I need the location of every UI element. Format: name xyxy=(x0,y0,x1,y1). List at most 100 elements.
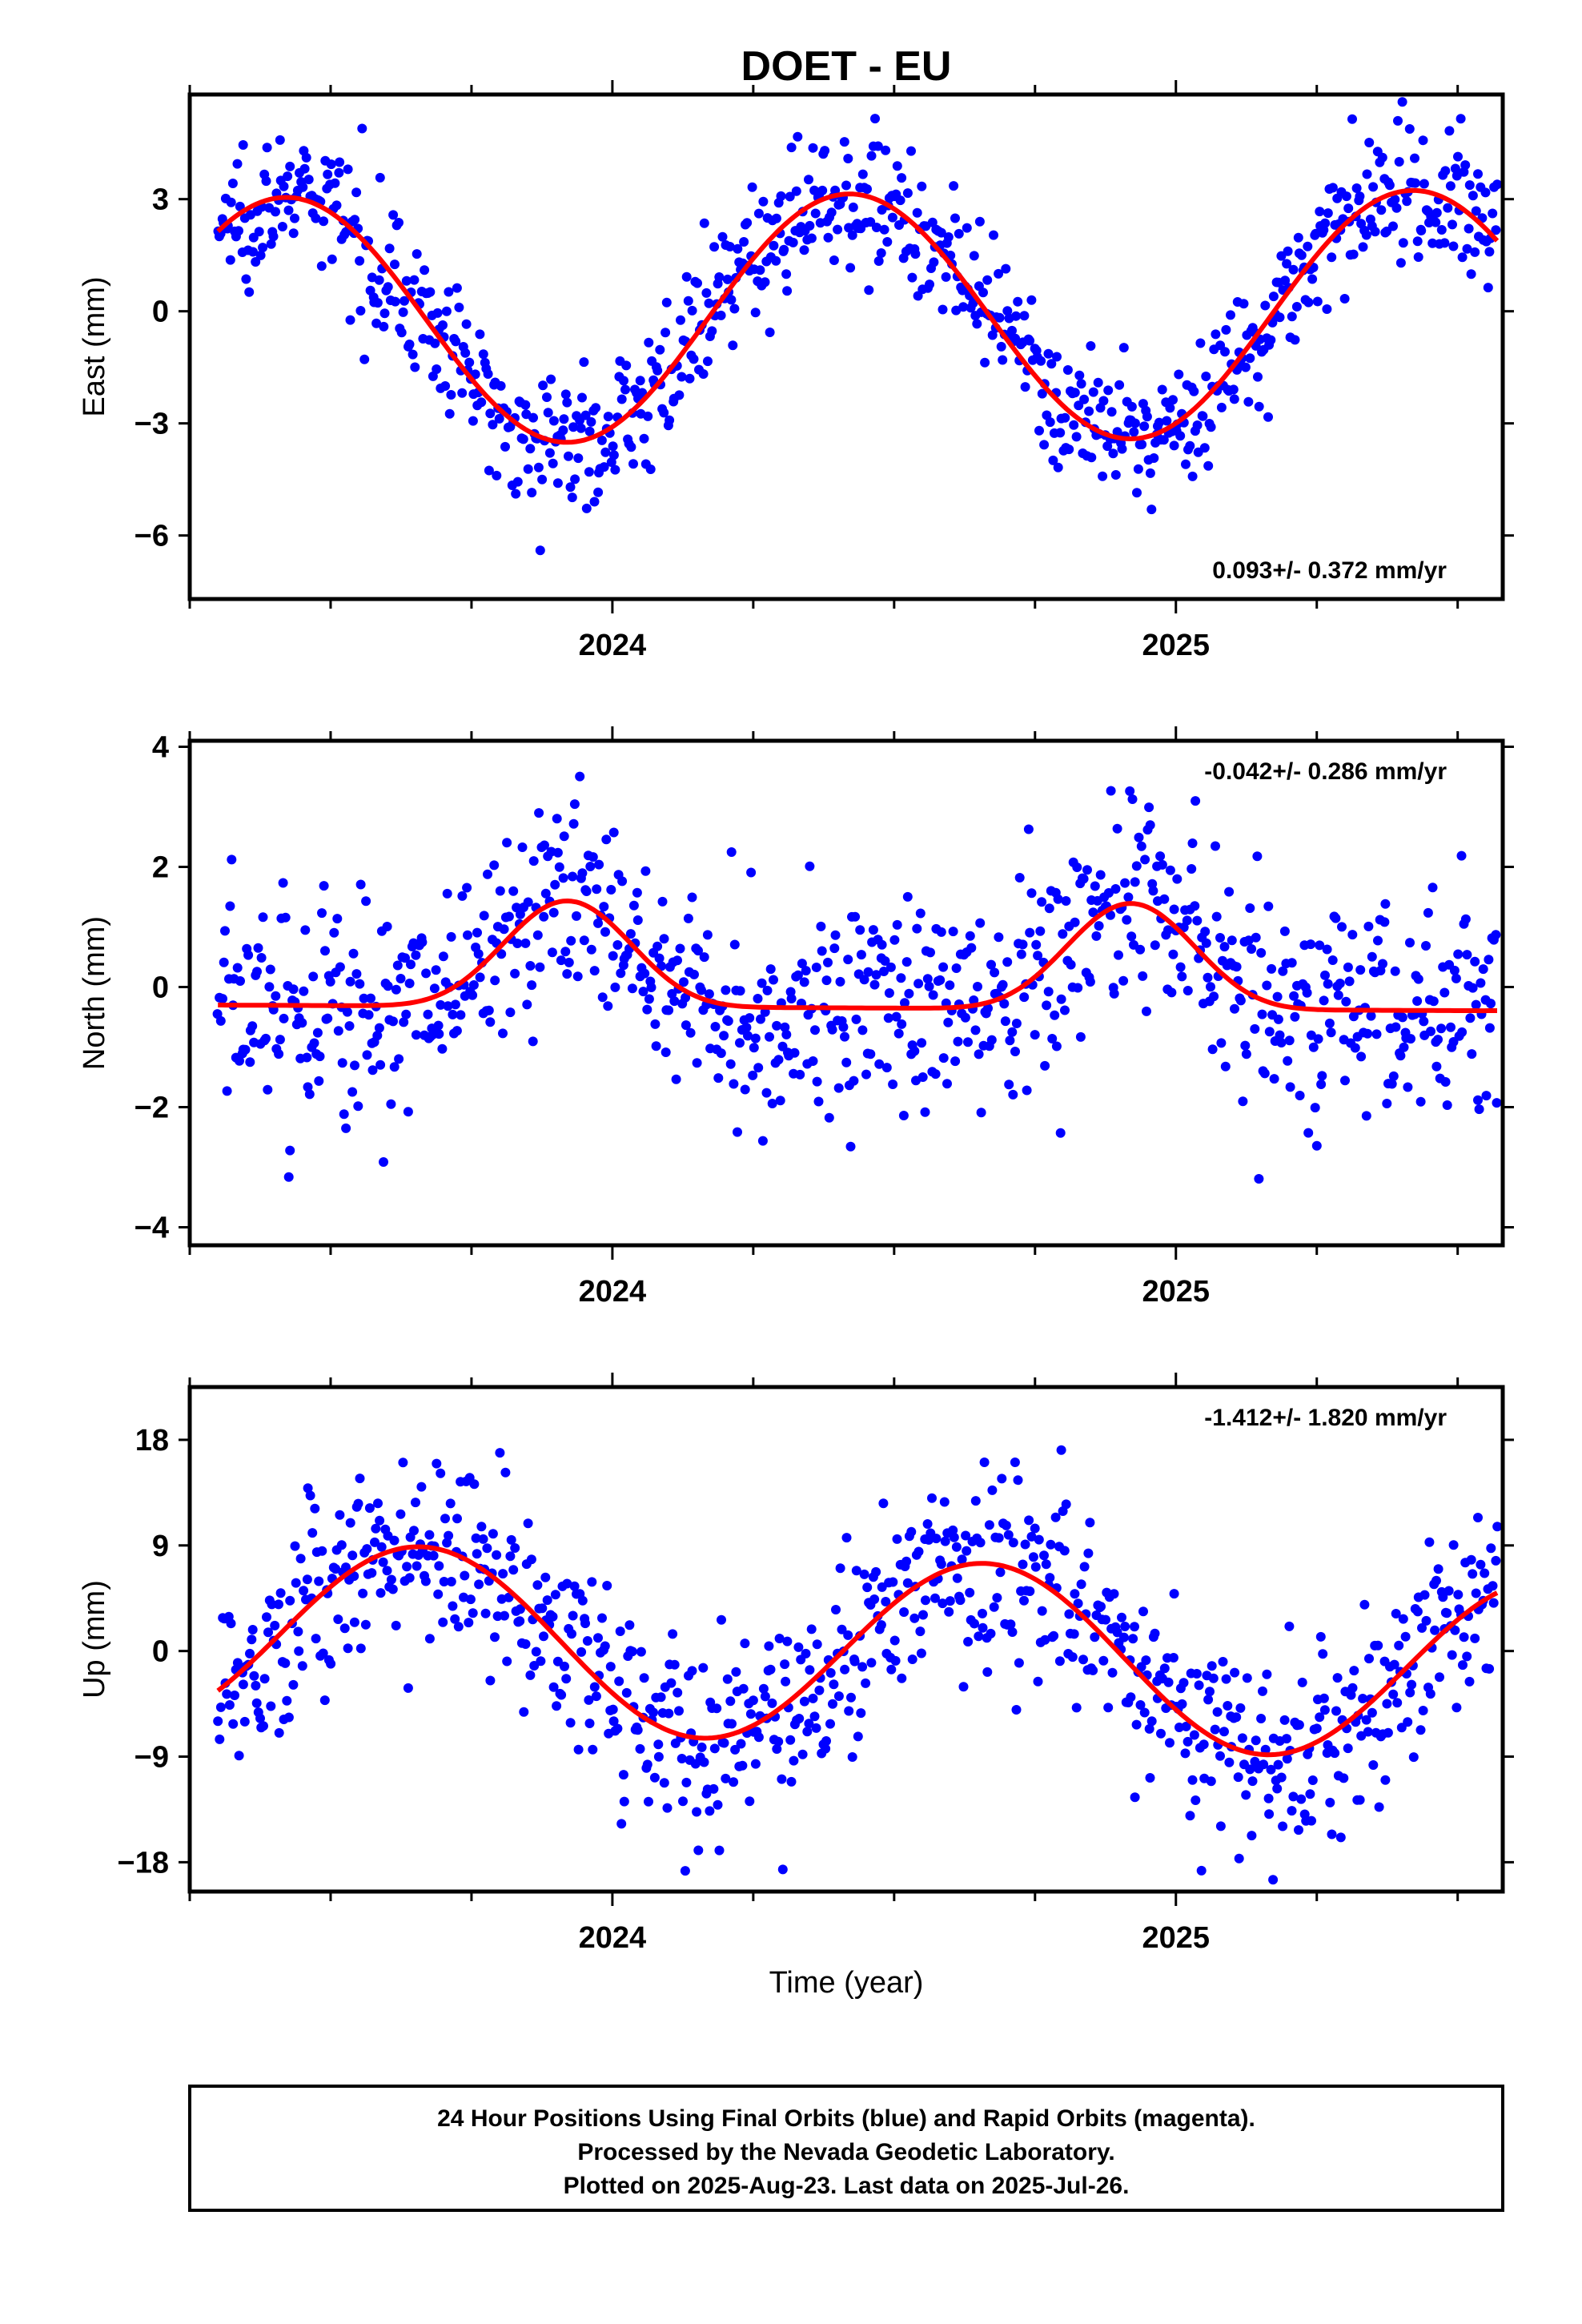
data-point xyxy=(866,151,877,161)
data-point xyxy=(423,1009,433,1019)
data-point xyxy=(362,1050,372,1060)
data-point xyxy=(245,1057,255,1068)
data-point xyxy=(350,1060,359,1071)
data-point xyxy=(425,287,436,297)
data-point xyxy=(478,1534,488,1544)
data-point xyxy=(1391,1022,1401,1032)
data-point xyxy=(786,1776,797,1787)
data-point xyxy=(693,946,703,956)
data-point xyxy=(329,927,339,938)
data-point xyxy=(681,271,692,282)
data-point xyxy=(440,381,451,391)
data-point xyxy=(793,970,803,980)
data-point xyxy=(892,161,902,171)
data-point xyxy=(717,1614,726,1625)
data-point xyxy=(882,237,893,247)
data-point xyxy=(1259,1068,1270,1079)
data-point xyxy=(689,354,699,364)
data-point xyxy=(478,349,488,360)
data-point xyxy=(265,964,275,975)
data-point xyxy=(1199,1739,1209,1750)
data-point xyxy=(760,1691,770,1702)
data-point xyxy=(1388,221,1398,231)
data-point xyxy=(416,1482,427,1492)
data-point xyxy=(406,959,416,970)
data-point xyxy=(1211,911,1222,922)
data-point xyxy=(1133,464,1143,474)
y-tick-label: −18 xyxy=(118,1846,169,1880)
data-point xyxy=(1069,420,1079,430)
data-point xyxy=(1491,1555,1501,1566)
data-point xyxy=(387,1584,398,1594)
data-point xyxy=(1241,1049,1251,1059)
data-point xyxy=(411,1030,421,1040)
data-point xyxy=(1448,1540,1459,1550)
data-point xyxy=(1303,297,1314,308)
data-point xyxy=(251,257,261,267)
data-point xyxy=(299,986,309,996)
data-point xyxy=(808,1056,818,1066)
data-point xyxy=(740,1638,750,1649)
data-point xyxy=(1363,921,1374,931)
data-point xyxy=(1118,343,1129,353)
data-point xyxy=(291,1578,301,1588)
data-point xyxy=(400,296,409,306)
data-point xyxy=(492,470,502,480)
data-point xyxy=(909,1613,920,1623)
data-point xyxy=(1349,1666,1359,1676)
data-point xyxy=(693,278,702,288)
data-point xyxy=(1230,1667,1240,1678)
data-point xyxy=(1315,1631,1326,1642)
data-point xyxy=(600,447,611,457)
data-point xyxy=(910,249,921,259)
data-point xyxy=(656,1692,666,1703)
data-point xyxy=(873,256,884,266)
data-point xyxy=(600,927,610,937)
data-point xyxy=(408,349,418,360)
data-point xyxy=(528,856,539,866)
data-point xyxy=(550,1590,560,1600)
data-point xyxy=(785,191,795,202)
data-point xyxy=(936,227,946,238)
data-point xyxy=(608,1704,618,1715)
data-point xyxy=(355,255,365,266)
data-point xyxy=(916,1648,926,1659)
data-point xyxy=(1226,310,1235,320)
data-point xyxy=(218,994,227,1004)
data-point xyxy=(987,1485,998,1495)
data-point xyxy=(1120,1622,1130,1631)
data-point xyxy=(283,1172,294,1182)
data-point xyxy=(865,1049,876,1059)
data-point xyxy=(1335,979,1345,988)
data-point xyxy=(1177,971,1187,982)
data-point xyxy=(1049,1630,1059,1641)
data-point xyxy=(433,1020,444,1031)
data-point xyxy=(500,1467,511,1478)
data-point xyxy=(1260,1744,1271,1755)
data-point xyxy=(673,955,682,966)
data-point xyxy=(434,1561,444,1571)
data-point xyxy=(974,1049,984,1059)
data-point xyxy=(572,971,583,982)
data-point xyxy=(1117,1612,1126,1622)
data-point xyxy=(1436,1023,1447,1034)
data-point xyxy=(220,926,230,936)
data-point xyxy=(859,1569,869,1579)
data-point xyxy=(536,1656,546,1667)
data-point xyxy=(446,1577,456,1586)
data-point xyxy=(876,248,886,258)
data-point xyxy=(602,1581,612,1590)
data-point xyxy=(681,992,691,1003)
data-point xyxy=(1431,207,1442,218)
data-point xyxy=(640,866,651,876)
up-data-points xyxy=(213,1445,1503,1885)
data-point xyxy=(865,217,876,227)
data-point xyxy=(1130,418,1140,428)
data-point xyxy=(994,1533,1004,1543)
data-point xyxy=(1047,1034,1058,1043)
data-point xyxy=(938,1053,949,1063)
data-point xyxy=(632,887,642,898)
data-point xyxy=(1061,1499,1071,1510)
data-point xyxy=(892,919,902,930)
data-point xyxy=(1181,459,1191,469)
